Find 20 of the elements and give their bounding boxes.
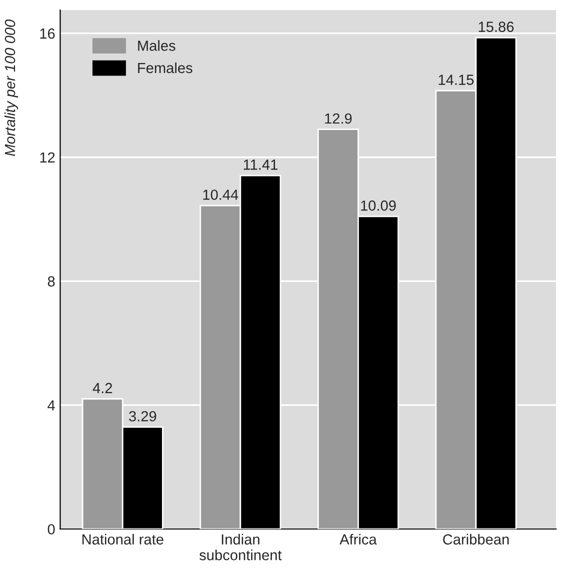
data-label: 10.09 (361, 200, 396, 211)
y-tick-label: 4 (48, 400, 55, 410)
legend-label: Females (138, 62, 192, 74)
data-label: 15.86 (478, 22, 514, 32)
y-tick-label: 8 (48, 276, 55, 287)
x-tick-label: Africa (340, 534, 377, 545)
x-tick-label: Indian subcontinent (199, 534, 282, 560)
data-label: 3.29 (129, 411, 156, 422)
x-tick-label: National rate (82, 534, 164, 545)
y-tick-label: 0 (48, 524, 55, 534)
legend-label: Males (138, 40, 176, 51)
x-tick-label: Caribbean (443, 534, 509, 545)
data-label: 12.9 (325, 113, 352, 124)
y-axis-title: Mortality per 100 000 (4, 20, 18, 156)
data-label: 10.44 (203, 190, 238, 200)
y-tick-label: 12 (40, 152, 55, 163)
data-label: 4.2 (92, 382, 112, 394)
data-label: 11.41 (244, 160, 278, 170)
y-tick-label: 16 (40, 28, 55, 39)
data-label: 14.15 (438, 74, 474, 85)
